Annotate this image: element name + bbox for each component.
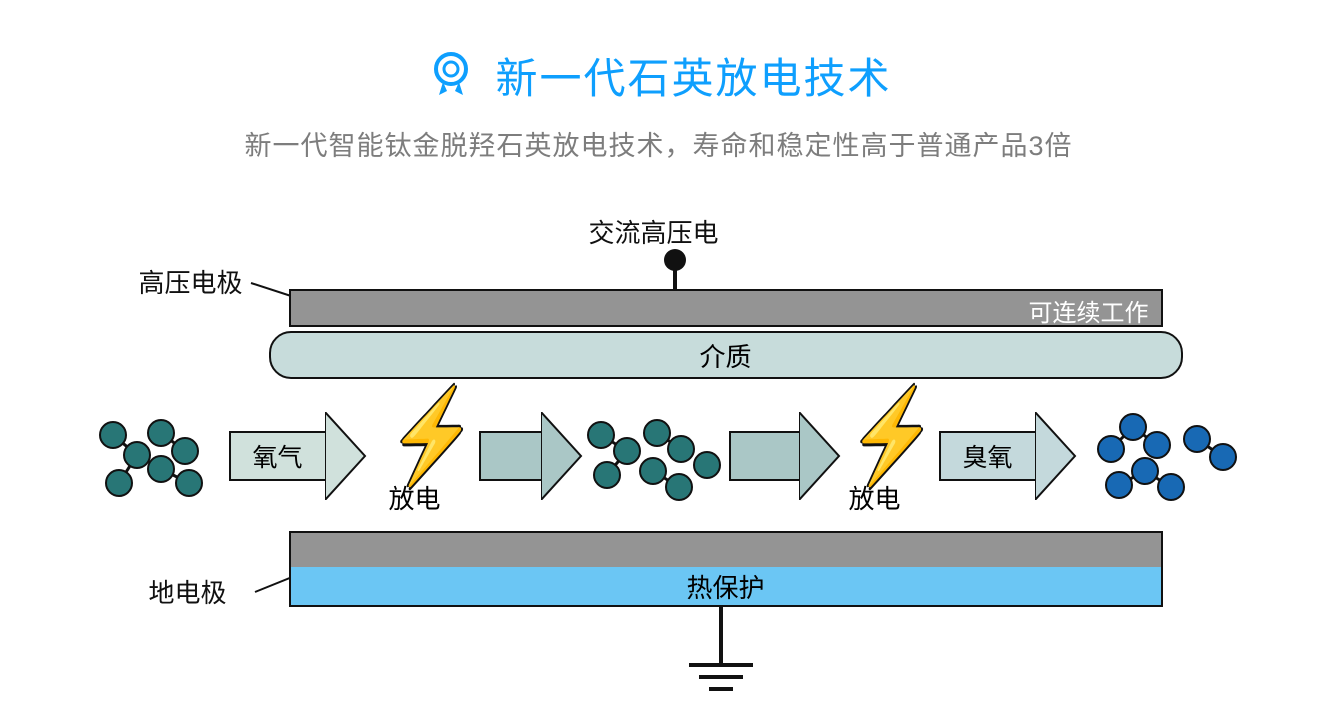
intermediate-molecule-cluster xyxy=(579,411,729,515)
ground-lead xyxy=(719,607,723,663)
discharge-label-1: 放电 xyxy=(389,479,441,516)
oxygen-molecule-cluster xyxy=(89,405,229,515)
dielectric-label: 介质 xyxy=(699,337,751,374)
discharge-label-2: 放电 xyxy=(849,479,901,516)
badge-icon xyxy=(425,47,477,104)
continuous-work-label: 可连续工作 xyxy=(1029,293,1149,328)
hv-lead-line xyxy=(673,265,677,289)
oxygen-arrow: 氧气 xyxy=(229,428,367,484)
hv-electrode-bar: 可连续工作 xyxy=(289,289,1163,327)
title-row: 新一代石英放电技术 xyxy=(0,45,1317,106)
oxygen-arrow-label: 氧气 xyxy=(252,438,302,474)
ground-symbol-bar2 xyxy=(699,675,743,679)
hv-electrode-label: 高压电极 xyxy=(139,263,243,300)
ground-electrode-label: 地电极 xyxy=(149,573,227,610)
ground-symbol-bar1 xyxy=(689,663,753,667)
ozone-arrow-label: 臭氧 xyxy=(962,438,1012,474)
dielectric-bar: 介质 xyxy=(269,331,1183,379)
header: 新一代石英放电技术 新一代智能钛金脱羟石英放电技术，寿命和稳定性高于普通产品3倍 xyxy=(0,0,1317,163)
ozone-arrow: 臭氧 xyxy=(939,428,1077,484)
ground-electrode-bar xyxy=(289,531,1163,569)
thermal-protection-bar: 热保护 xyxy=(289,567,1163,607)
flow-arrow-2 xyxy=(479,428,583,484)
page-title: 新一代石英放电技术 xyxy=(495,45,891,106)
hv-source-label: 交流高压电 xyxy=(589,213,719,250)
thermal-label: 热保护 xyxy=(686,568,764,605)
discharge-gap: 氧气 ⚡ 放电 xyxy=(59,393,1259,523)
ground-symbol-bar3 xyxy=(709,687,733,691)
page-subtitle: 新一代智能钛金脱羟石英放电技术，寿命和稳定性高于普通产品3倍 xyxy=(0,124,1317,163)
discharge-bolt-1: ⚡ 放电 xyxy=(389,401,476,471)
discharge-bolt-2: ⚡ 放电 xyxy=(849,401,936,471)
flow-arrow-3 xyxy=(729,428,841,484)
ozone-molecule-cluster xyxy=(1089,403,1249,518)
discharge-diagram: 交流高压电 高压电极 可连续工作 介质 氧气 xyxy=(59,203,1259,723)
